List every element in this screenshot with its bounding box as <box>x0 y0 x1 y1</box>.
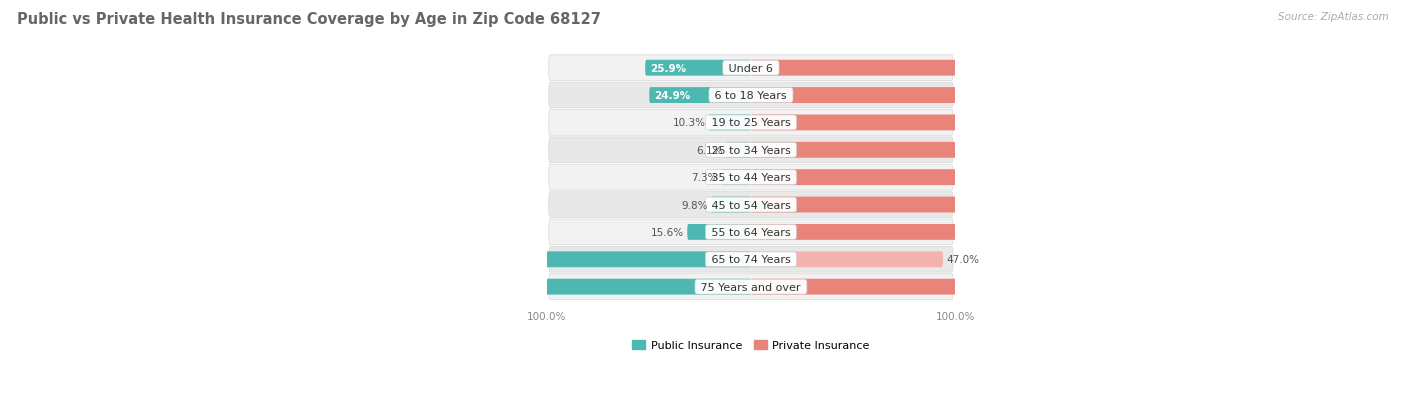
Text: Public vs Private Health Insurance Coverage by Age in Zip Code 68127: Public vs Private Health Insurance Cover… <box>17 12 600 27</box>
Text: 81.1%: 81.1% <box>1042 228 1078 237</box>
Text: 15.6%: 15.6% <box>651 228 683 237</box>
Text: 19 to 25 Years: 19 to 25 Years <box>707 118 794 128</box>
Text: 61.7%: 61.7% <box>963 64 998 74</box>
FancyBboxPatch shape <box>751 115 1050 131</box>
FancyBboxPatch shape <box>751 142 1090 158</box>
FancyBboxPatch shape <box>645 61 751 76</box>
Text: 47.0%: 47.0% <box>946 255 979 265</box>
FancyBboxPatch shape <box>751 88 1053 104</box>
Text: 91.0%: 91.0% <box>1083 173 1119 183</box>
Legend: Public Insurance, Private Insurance: Public Insurance, Private Insurance <box>627 335 875 355</box>
FancyBboxPatch shape <box>548 220 953 245</box>
Text: 65 to 74 Years: 65 to 74 Years <box>707 255 794 265</box>
Text: 71.2%: 71.2% <box>1001 200 1038 210</box>
Text: 55 to 64 Years: 55 to 64 Years <box>707 228 794 237</box>
Text: 25 to 34 Years: 25 to 34 Years <box>707 145 794 155</box>
Text: 75 Years and over: 75 Years and over <box>697 282 804 292</box>
FancyBboxPatch shape <box>548 83 953 109</box>
Text: 35 to 44 Years: 35 to 44 Years <box>707 173 794 183</box>
FancyBboxPatch shape <box>709 115 751 131</box>
Text: 6.1%: 6.1% <box>696 145 723 155</box>
Text: Source: ZipAtlas.com: Source: ZipAtlas.com <box>1278 12 1389 22</box>
Text: 100.0%: 100.0% <box>347 282 391 292</box>
FancyBboxPatch shape <box>711 197 751 213</box>
Text: 73.9%: 73.9% <box>1012 91 1049 101</box>
FancyBboxPatch shape <box>688 224 751 240</box>
Text: 73.4%: 73.4% <box>1010 118 1046 128</box>
FancyBboxPatch shape <box>751 252 943 268</box>
FancyBboxPatch shape <box>548 274 953 300</box>
FancyBboxPatch shape <box>751 224 1083 240</box>
FancyBboxPatch shape <box>548 138 953 163</box>
Text: 10.3%: 10.3% <box>672 118 706 128</box>
Text: 9.8%: 9.8% <box>681 200 707 210</box>
FancyBboxPatch shape <box>751 279 1021 295</box>
FancyBboxPatch shape <box>751 170 1122 186</box>
Text: 66.2%: 66.2% <box>981 282 1017 292</box>
FancyBboxPatch shape <box>548 247 953 273</box>
FancyBboxPatch shape <box>548 110 953 136</box>
FancyBboxPatch shape <box>548 165 953 190</box>
Text: Under 6: Under 6 <box>725 64 776 74</box>
FancyBboxPatch shape <box>650 88 751 104</box>
Text: 25.9%: 25.9% <box>650 64 686 74</box>
FancyBboxPatch shape <box>548 192 953 218</box>
FancyBboxPatch shape <box>721 170 751 186</box>
FancyBboxPatch shape <box>366 252 751 268</box>
FancyBboxPatch shape <box>725 142 751 158</box>
Text: 6 to 18 Years: 6 to 18 Years <box>711 91 790 101</box>
FancyBboxPatch shape <box>343 279 751 295</box>
Text: 82.9%: 82.9% <box>1049 145 1085 155</box>
Text: 7.3%: 7.3% <box>692 173 718 183</box>
FancyBboxPatch shape <box>751 197 1042 213</box>
FancyBboxPatch shape <box>751 61 1002 76</box>
FancyBboxPatch shape <box>548 56 953 81</box>
Text: 45 to 54 Years: 45 to 54 Years <box>707 200 794 210</box>
Text: 94.2%: 94.2% <box>371 255 408 265</box>
Text: 24.9%: 24.9% <box>654 91 690 101</box>
